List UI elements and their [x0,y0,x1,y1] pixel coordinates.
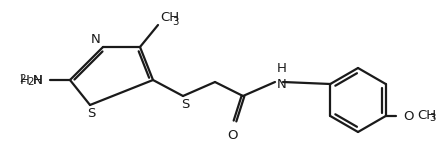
Text: S: S [87,107,95,120]
Text: S: S [181,98,189,111]
Text: 3: 3 [172,17,179,27]
Text: N: N [33,73,43,86]
Text: N: N [90,33,100,46]
Text: 2: 2 [27,77,33,87]
Text: O: O [403,110,414,122]
Text: 2: 2 [19,74,26,84]
Text: H: H [277,62,287,75]
Text: CH: CH [418,108,437,121]
Text: H: H [33,73,43,86]
Text: N: N [277,77,287,90]
Text: 3: 3 [430,113,436,123]
Text: CH: CH [160,11,179,24]
Text: O: O [228,129,238,142]
Text: H: H [20,73,30,86]
